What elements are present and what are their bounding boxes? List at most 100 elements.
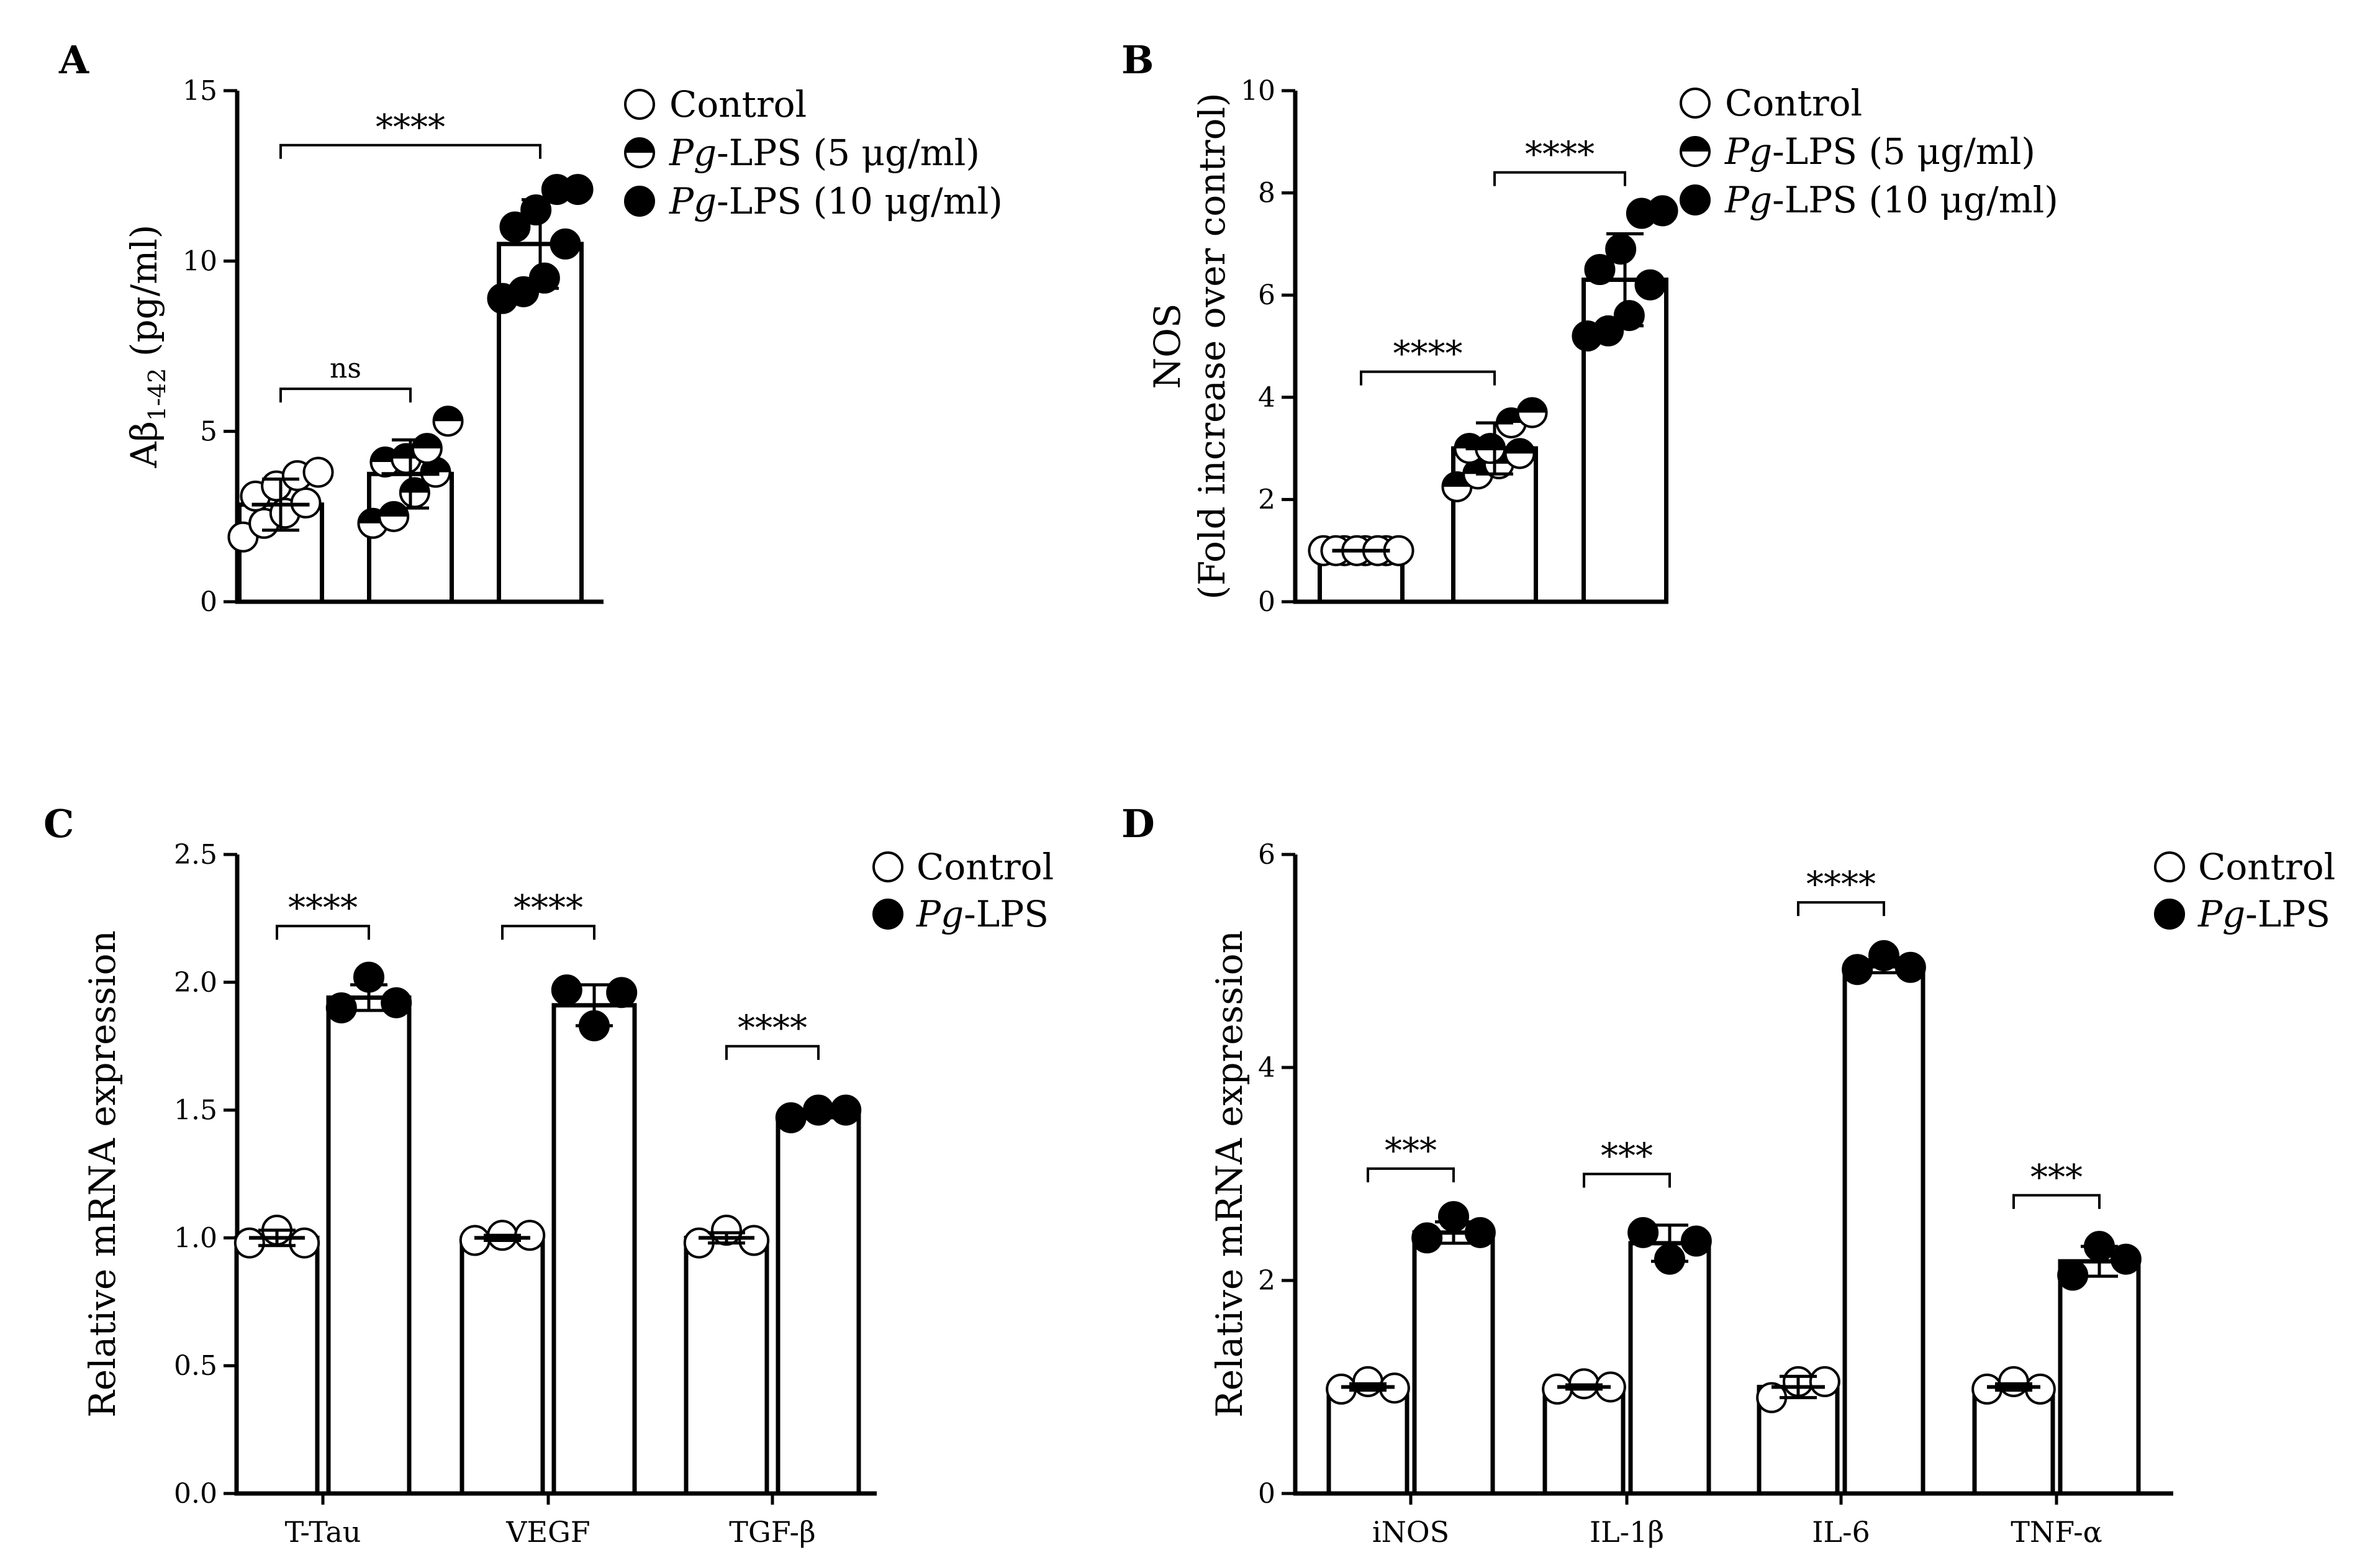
- y-axis-label: Relative mRNA expression: [81, 930, 124, 1418]
- y-axis-label-main: Relative mRNA expression: [81, 930, 124, 1418]
- x-tick-label: TGF-β: [729, 1515, 815, 1549]
- marker-filled: [551, 974, 582, 1006]
- bar-group: [1326, 1201, 1496, 1496]
- marker-open: [624, 89, 655, 120]
- y-axis-label-main: Aβ: [123, 421, 165, 468]
- legend-label-text: Control: [1725, 82, 1862, 124]
- data-point: [1680, 1225, 1712, 1257]
- legend-label-text: Control: [916, 846, 1054, 888]
- y-tick-label: 4: [1258, 382, 1275, 414]
- bracket-line: [725, 1045, 820, 1060]
- legend: Control Pg-LPS: [2154, 846, 2335, 935]
- y-tick-label: 0.0: [174, 1478, 217, 1510]
- legend-label-text: -LPS: [2245, 893, 2330, 935]
- data-point: [520, 194, 552, 226]
- y-axis-label: NOS: [1146, 303, 1188, 389]
- legend-label: Control: [2198, 846, 2335, 888]
- bar: [1542, 1385, 1626, 1496]
- panel-label: D: [1121, 801, 1155, 846]
- legend-marker: [1680, 88, 1711, 119]
- significance-label: ****: [1525, 135, 1595, 175]
- significance-bracket: ****: [279, 107, 541, 159]
- y-tick-label: 0.5: [174, 1350, 217, 1382]
- data-point: [369, 446, 401, 478]
- bar: [1842, 964, 1925, 1496]
- significance-bracket: ****: [501, 888, 595, 940]
- significance-bracket: ****: [1797, 864, 1885, 917]
- panel-b: B 0 2 4 6 8 10 NOS (Fold increase over control) *…: [1121, 37, 2058, 618]
- data-point: [528, 262, 560, 294]
- bracket-line: [1797, 901, 1885, 917]
- y-axis-label: Aβ1-42 (pg/ml): [123, 225, 171, 469]
- y-tick-label: 0: [200, 586, 217, 618]
- bar-group: [683, 1094, 862, 1496]
- bar: [684, 1235, 769, 1496]
- bracket-line: [1360, 370, 1496, 386]
- significance-bracket: ****: [276, 888, 370, 940]
- marker-open: [233, 1227, 265, 1259]
- bar: [776, 1113, 861, 1496]
- y-tick-label: 10: [1241, 75, 1275, 107]
- data-point: [381, 987, 412, 1018]
- y-tick-label: 2: [1258, 1265, 1275, 1297]
- bar-group: [1308, 195, 1678, 604]
- bracket-line: [501, 925, 595, 940]
- data-point: [551, 974, 582, 1006]
- marker-filled: [2154, 899, 2185, 930]
- marker-open: [302, 456, 334, 488]
- marker-filled: [830, 1094, 862, 1126]
- marker-filled: [381, 987, 412, 1018]
- data-point: [432, 406, 464, 437]
- y-tick-label: 8: [1258, 178, 1275, 209]
- data-point: [1842, 954, 1873, 986]
- legend-label-italic: Pg: [669, 180, 717, 222]
- bar-group: [1971, 1231, 2142, 1496]
- bracket-line: [1583, 1172, 1671, 1188]
- marker-filled: [1411, 1222, 1443, 1254]
- marker-filled: [1605, 233, 1637, 265]
- x-tick-label: IL-6: [1812, 1515, 1870, 1549]
- data-point: [499, 211, 531, 243]
- legend-marker: [624, 186, 655, 217]
- bracket-line: [2012, 1194, 2101, 1209]
- marker-filled: [520, 194, 552, 226]
- significance-bracket: ***: [1583, 1136, 1671, 1188]
- bracket-line: [279, 387, 412, 403]
- marker-open: [872, 851, 903, 882]
- data-point: [1504, 438, 1536, 469]
- legend-label-text: Control: [2198, 846, 2335, 888]
- marker-filled: [872, 899, 903, 930]
- significance-bracket: ****: [1360, 334, 1496, 386]
- marker-filled: [1842, 954, 1873, 986]
- data-point: [289, 1227, 320, 1259]
- data-point: [233, 1227, 265, 1259]
- data-point: [1593, 315, 1624, 347]
- marker-filled: [803, 1094, 834, 1126]
- significance-label: ***: [2030, 1158, 2083, 1198]
- y-tick-label: 15: [183, 75, 217, 107]
- marker-open: [2154, 851, 2185, 882]
- marker-filled: [1627, 1217, 1659, 1248]
- data-point: [803, 1094, 834, 1126]
- marker-filled: [1613, 300, 1645, 332]
- bracket-line: [1367, 1167, 1455, 1182]
- marker-filled: [2110, 1243, 2142, 1275]
- marker-filled: [499, 211, 531, 243]
- bar: [1628, 1241, 1711, 1496]
- y-axis-label: Relative mRNA expression: [1208, 930, 1251, 1418]
- y-tick-label: 6: [1258, 839, 1275, 871]
- panel-label: A: [58, 37, 89, 83]
- legend-label: Control: [1725, 82, 1862, 124]
- y-axis-label-sub: 1-42: [143, 368, 171, 421]
- data-point: [1584, 254, 1616, 286]
- marker-filled: [528, 262, 560, 294]
- y-axis-label-main: NOS: [1146, 303, 1188, 389]
- data-point: [1627, 1217, 1659, 1248]
- bar: [1972, 1385, 2055, 1496]
- legend-marker: [1680, 184, 1711, 215]
- marker-filled: [1680, 1225, 1712, 1257]
- bar-group: [227, 174, 594, 604]
- data-point: [1809, 1366, 1840, 1397]
